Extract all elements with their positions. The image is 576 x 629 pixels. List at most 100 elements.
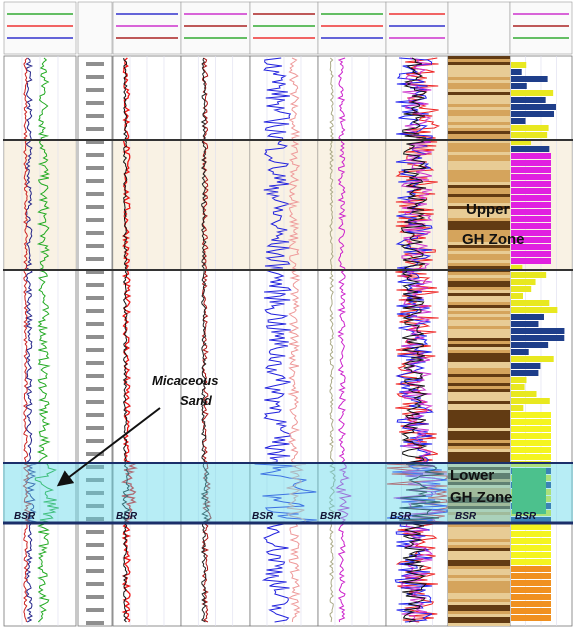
image-log-strip	[448, 395, 510, 398]
image-log-strip	[448, 353, 510, 356]
image-log-strip	[448, 161, 510, 164]
image-log-strip	[448, 440, 510, 443]
image-log-strip	[448, 89, 510, 92]
image-log-strip	[448, 545, 510, 548]
depth-mark	[86, 88, 104, 92]
depth-mark	[86, 309, 104, 313]
image-log-strip	[448, 191, 510, 194]
depth-mark	[86, 439, 104, 443]
image-log-strip	[448, 347, 510, 350]
image-log-strip	[448, 398, 510, 401]
image-log-strip	[448, 374, 510, 377]
lithology-bar	[511, 146, 549, 152]
image-log-strip	[448, 68, 510, 71]
lithology-bar	[511, 258, 551, 264]
image-log-strip	[448, 383, 510, 386]
image-log-strip	[448, 170, 510, 173]
image-log-strip	[448, 128, 510, 131]
image-log-strip	[448, 608, 510, 611]
image-log-strip	[448, 149, 510, 152]
image-log-strip	[448, 173, 510, 176]
depth-mark	[86, 153, 104, 157]
image-log-strip	[448, 197, 510, 200]
image-log-strip	[448, 152, 510, 155]
lithology-bar	[511, 356, 554, 362]
image-log-strip	[448, 281, 510, 284]
image-log-strip	[448, 551, 510, 554]
image-log-strip	[448, 257, 510, 260]
lithology-bar	[511, 104, 556, 110]
annotation: Upper	[466, 201, 510, 218]
bsr-label: BSR	[252, 511, 274, 522]
image-log-strip	[448, 425, 510, 428]
image-log-strip	[448, 302, 510, 305]
depth-mark	[86, 179, 104, 183]
image-log-strip	[448, 581, 510, 584]
image-log-strip	[448, 413, 510, 416]
depth-mark	[86, 296, 104, 300]
lithology-bar	[511, 363, 540, 369]
bsr-label: BSR	[14, 511, 36, 522]
image-log-strip	[448, 194, 510, 197]
image-log-strip	[448, 107, 510, 110]
image-log-strip	[448, 248, 510, 251]
image-log-strip	[448, 584, 510, 587]
lithology-bar	[511, 279, 536, 285]
image-log-strip	[448, 557, 510, 560]
lithology-bar	[511, 349, 529, 355]
depth-mark	[86, 101, 104, 105]
image-log-strip	[448, 326, 510, 329]
bsr-label: BSR	[515, 511, 537, 522]
track-header	[448, 2, 510, 54]
image-log-strip	[448, 620, 510, 623]
image-log-strip	[448, 530, 510, 533]
lithology-bar	[511, 209, 551, 215]
image-log-strip	[448, 443, 510, 446]
lithology-bar	[511, 111, 554, 117]
lithology-bar	[511, 384, 525, 390]
lithology-bar	[511, 132, 547, 138]
image-log-strip	[448, 74, 510, 77]
depth-mark	[86, 582, 104, 586]
lithology-bar	[511, 342, 548, 348]
image-log-strip	[448, 278, 510, 281]
image-log-strip	[448, 389, 510, 392]
image-log-strip	[448, 101, 510, 104]
image-log-strip	[448, 218, 510, 221]
track-header	[113, 2, 181, 54]
image-log-strip	[448, 344, 510, 347]
image-log-strip	[448, 113, 510, 116]
lithology-bar	[511, 125, 549, 131]
image-log-strip	[448, 146, 510, 149]
depth-mark	[86, 530, 104, 534]
image-log-strip	[448, 317, 510, 320]
lithology-bar	[511, 552, 551, 558]
image-log-strip	[448, 362, 510, 365]
image-log-strip	[448, 227, 510, 230]
image-log-strip	[448, 224, 510, 227]
lithology-bar	[511, 615, 551, 621]
lithology-bar	[511, 160, 551, 166]
lithology-bar	[511, 594, 551, 600]
image-log-strip	[448, 380, 510, 383]
depth-mark	[86, 283, 104, 287]
image-log-strip	[448, 266, 510, 269]
image-log-strip	[448, 542, 510, 545]
image-log-strip	[448, 125, 510, 128]
lithology-bar	[511, 195, 551, 201]
lithology-bar	[511, 307, 557, 313]
bsr-label: BSR	[116, 511, 138, 522]
image-log-strip	[448, 308, 510, 311]
image-log-strip	[448, 350, 510, 353]
depth-mark	[86, 348, 104, 352]
lithology-bar	[511, 419, 551, 425]
image-log-strip	[448, 290, 510, 293]
image-log-strip	[448, 617, 510, 620]
image-log-strip	[448, 158, 510, 161]
lithology-bar	[511, 398, 550, 404]
depth-mark	[86, 608, 104, 612]
image-log-strip	[448, 539, 510, 542]
image-log-strip	[448, 533, 510, 536]
lithology-bar	[511, 447, 551, 453]
image-log-strip	[448, 527, 510, 530]
